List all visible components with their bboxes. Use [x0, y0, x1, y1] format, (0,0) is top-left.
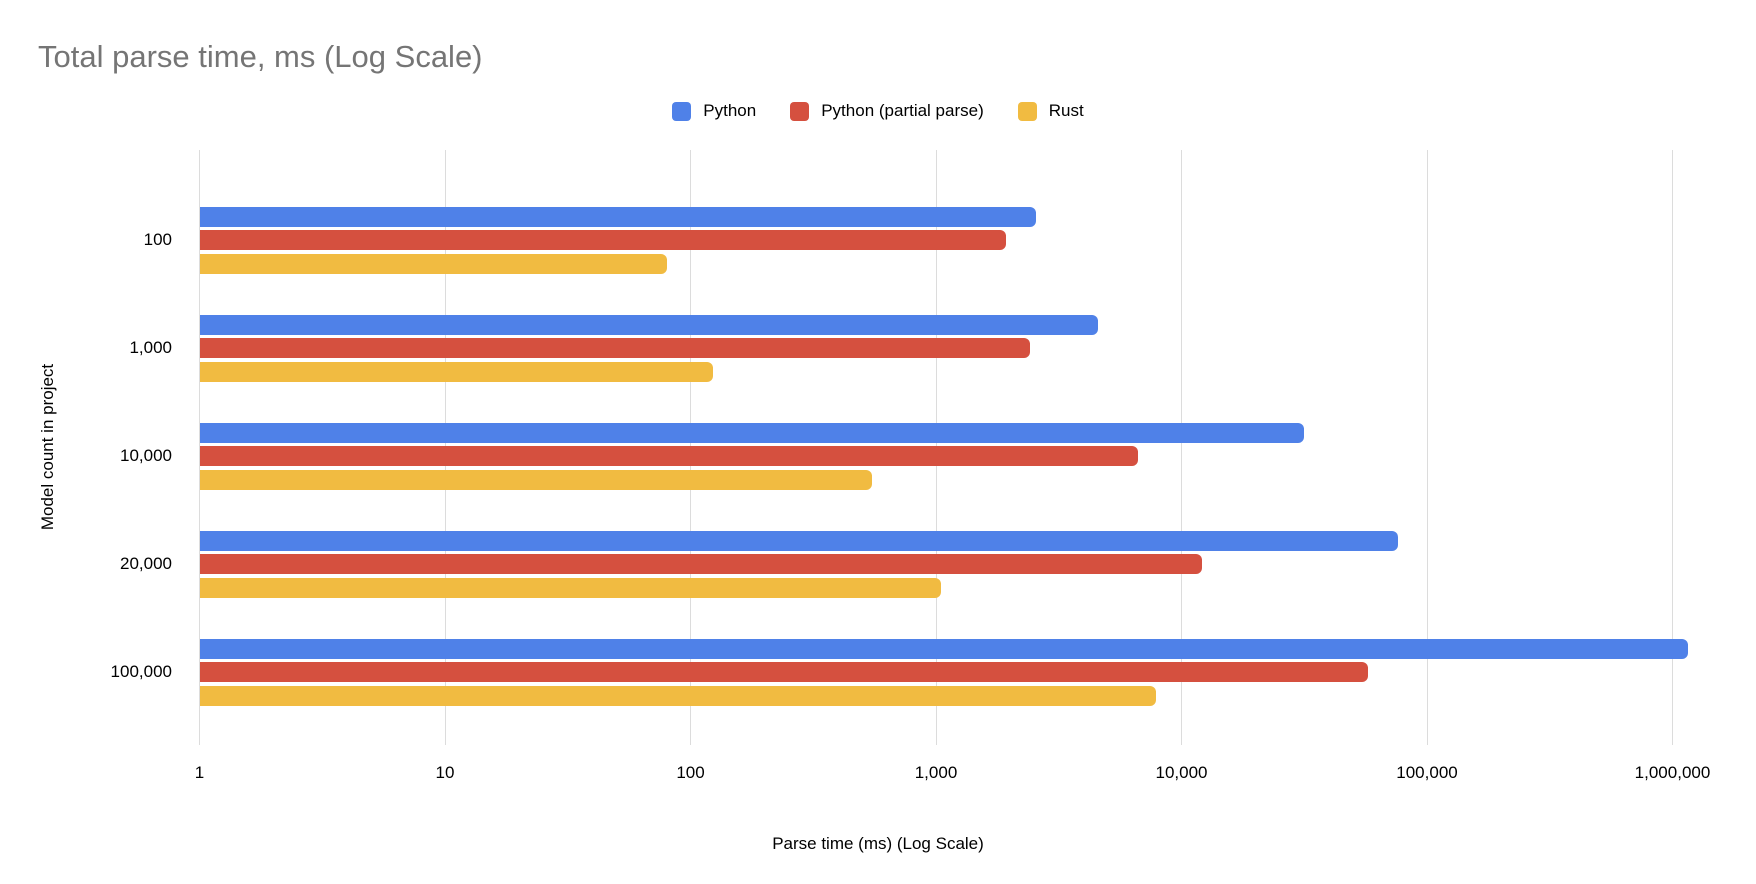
x-tick-label-100-000: 100,000	[1396, 763, 1458, 782]
legend-label: Python	[703, 101, 757, 120]
bar-python-10-000	[199, 422, 1304, 443]
bar-python-1-000	[199, 314, 1098, 335]
legend-swatch-icon	[790, 101, 810, 121]
category-label-1-000: 1,000	[129, 338, 172, 357]
chart-title: Total parse time, ms (Log Scale)	[38, 39, 483, 74]
legend-item-python: Python	[672, 101, 756, 121]
category-label-10-000: 10,000	[120, 446, 172, 465]
bar-rust-100-000	[199, 685, 1157, 706]
x-axis-ticks: 1 10 100 1,000 10,000 100,000 1,000,000	[0, 760, 1756, 786]
category-label-100-000: 100,000	[110, 662, 172, 681]
bar-python-20-000	[199, 530, 1398, 551]
x-tick-label-10: 10	[435, 763, 455, 782]
x-axis-title: Parse time (ms) (Log Scale)	[772, 834, 984, 853]
x-tick-label-10-000: 10,000	[1155, 763, 1208, 782]
bar-python-100	[199, 206, 1036, 227]
x-tick-label-1-000-000: 1,000,000	[1634, 763, 1711, 782]
legend: Python Python (partial parse) Rust	[0, 97, 1756, 125]
x-tick-label-1-000: 1,000	[914, 763, 958, 782]
bar-python-partial-parse-20-000	[199, 554, 1202, 574]
legend-item-rust: Rust	[1017, 101, 1084, 121]
bar-python-partial-parse-100	[199, 230, 1007, 250]
gridline-1-000-000	[1672, 150, 1673, 745]
gridline-100-000	[1426, 150, 1428, 745]
x-tick-label-1: 1	[194, 763, 205, 782]
legend-item-python-partial-parse: Python (partial parse)	[790, 101, 984, 121]
bar-python-100-000	[199, 638, 1689, 659]
y-axis-title: Model count in project	[38, 363, 57, 531]
x-tick-label-100: 100	[676, 763, 705, 782]
bar-rust-1-000	[199, 361, 714, 382]
bar-rust-10-000	[199, 469, 873, 490]
gridline-10-000	[1181, 150, 1182, 745]
bar-python-partial-parse-1-000	[199, 338, 1031, 358]
category-label-20-000: 20,000	[120, 554, 172, 573]
plot-area	[199, 150, 1689, 745]
bar-python-partial-parse-10-000	[199, 446, 1139, 466]
y-axis-category-labels: 100 1,000 10,000 20,000 100,000	[0, 0, 172, 884]
legend-label: Rust	[1048, 101, 1084, 120]
bar-rust-100	[199, 253, 667, 274]
legend-swatch-icon	[672, 101, 692, 121]
legend-swatch-icon	[1017, 101, 1037, 121]
legend-label: Python (partial parse)	[821, 101, 984, 120]
bar-python-partial-parse-100-000	[199, 662, 1368, 682]
category-label-100: 100	[143, 230, 172, 249]
bar-rust-20-000	[199, 577, 942, 598]
